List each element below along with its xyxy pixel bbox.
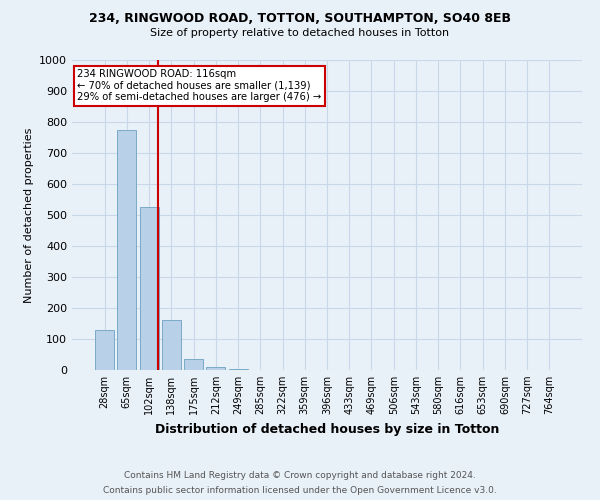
Text: 234 RINGWOOD ROAD: 116sqm
← 70% of detached houses are smaller (1,139)
29% of se: 234 RINGWOOD ROAD: 116sqm ← 70% of detac… <box>77 70 322 102</box>
X-axis label: Distribution of detached houses by size in Totton: Distribution of detached houses by size … <box>155 422 499 436</box>
Bar <box>140 207 158 370</box>
Bar <box>206 367 225 370</box>
Bar <box>184 359 203 370</box>
Text: Contains HM Land Registry data © Crown copyright and database right 2024.: Contains HM Land Registry data © Crown c… <box>124 471 476 480</box>
Bar <box>95 330 114 370</box>
Text: 234, RINGWOOD ROAD, TOTTON, SOUTHAMPTON, SO40 8EB: 234, RINGWOOD ROAD, TOTTON, SOUTHAMPTON,… <box>89 12 511 26</box>
Y-axis label: Number of detached properties: Number of detached properties <box>23 128 34 302</box>
Bar <box>162 320 181 370</box>
Text: Contains public sector information licensed under the Open Government Licence v3: Contains public sector information licen… <box>103 486 497 495</box>
Bar <box>118 130 136 370</box>
Text: Size of property relative to detached houses in Totton: Size of property relative to detached ho… <box>151 28 449 38</box>
